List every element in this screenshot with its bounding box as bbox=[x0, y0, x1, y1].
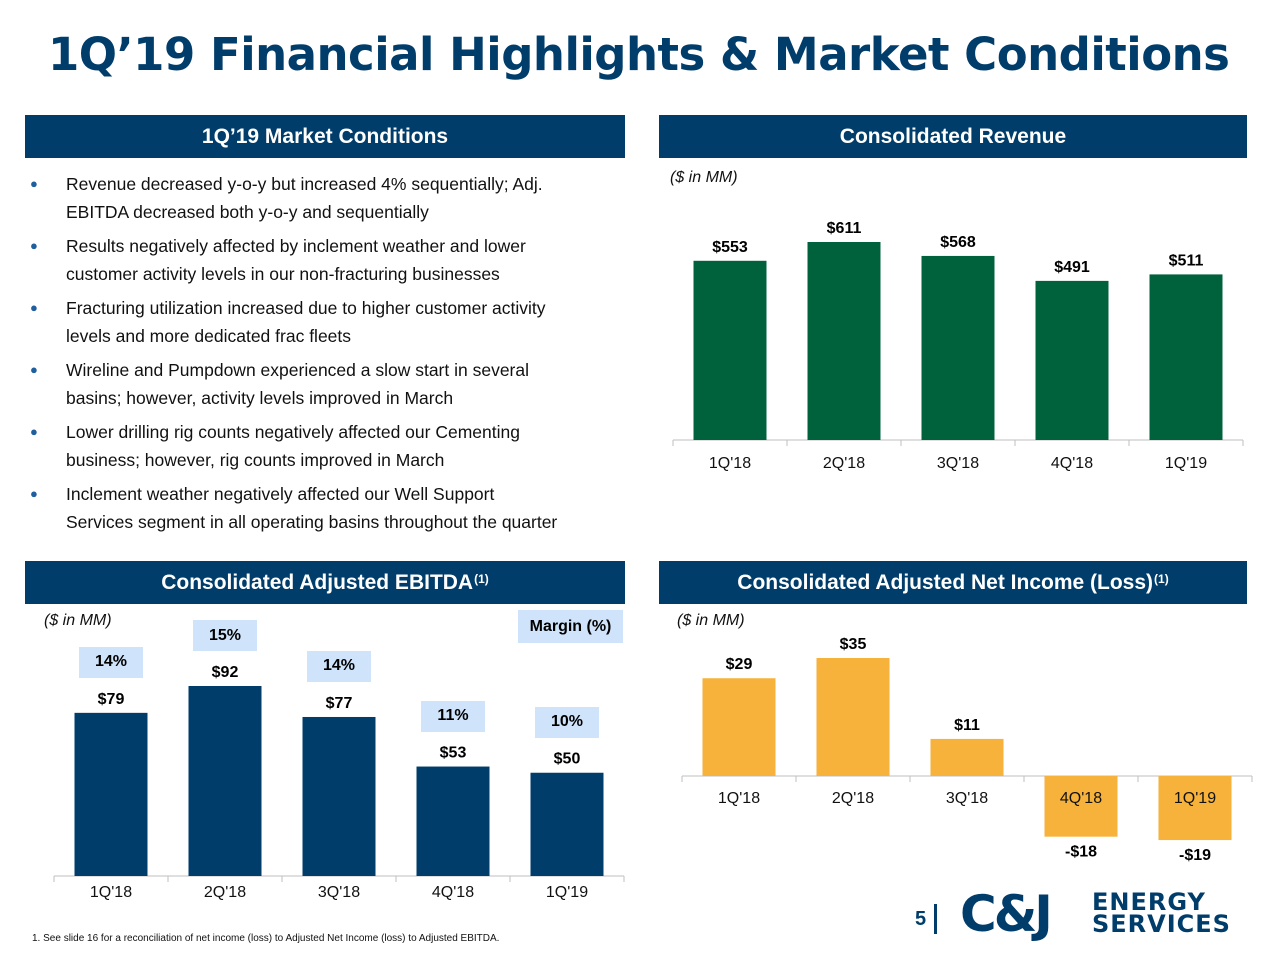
market-condition-line: Inclement weather negatively affected ou… bbox=[66, 484, 495, 504]
x-tick-label: 4Q'18 bbox=[432, 884, 474, 901]
x-tick-label: 1Q'18 bbox=[90, 884, 132, 901]
x-tick-label: 1Q'18 bbox=[718, 790, 760, 807]
bar bbox=[1158, 776, 1232, 841]
net-income-unit: ($ in MM) bbox=[677, 612, 745, 629]
bar-value-label: $92 bbox=[212, 664, 239, 681]
bar bbox=[530, 772, 604, 876]
market-condition-line: EBITDA decreased both y-o-y and sequenti… bbox=[66, 202, 429, 222]
x-tick-label: 2Q'18 bbox=[204, 884, 246, 901]
company-logo-line1: ENERGY bbox=[1092, 888, 1206, 916]
x-tick-label: 3Q'18 bbox=[937, 455, 979, 472]
footnote: 1. See slide 16 for a reconciliation of … bbox=[32, 933, 500, 944]
bar-value-label: $53 bbox=[440, 745, 467, 762]
revenue-header: Consolidated Revenue bbox=[659, 115, 1247, 158]
bar-value-label: $568 bbox=[940, 234, 976, 251]
bar-value-label: -$18 bbox=[1065, 844, 1097, 861]
bar-value-label: $35 bbox=[840, 636, 867, 653]
bar bbox=[807, 242, 881, 440]
market-conditions-header: 1Q’19 Market Conditions bbox=[25, 115, 625, 158]
bar bbox=[1149, 274, 1223, 440]
x-tick-label: 1Q'19 bbox=[1174, 790, 1216, 807]
market-condition-line: Wireline and Pumpdown experienced a slow… bbox=[66, 360, 530, 380]
bar-value-label: $11 bbox=[954, 717, 980, 734]
company-logo-line2: SERVICES bbox=[1092, 910, 1231, 938]
page-title: 1Q’19 Financial Highlights & Market Cond… bbox=[48, 28, 1230, 81]
net-income-header-label: Consolidated Adjusted Net Income (Loss) bbox=[737, 570, 1154, 594]
bar bbox=[188, 686, 262, 876]
bar bbox=[74, 712, 148, 876]
bar bbox=[921, 255, 995, 440]
ebitda-header-footnote: (1) bbox=[474, 571, 489, 586]
bar bbox=[693, 260, 767, 440]
market-conditions-list: Revenue decreased y-o-y but increased 4%… bbox=[30, 170, 630, 542]
bar bbox=[930, 738, 1004, 776]
market-condition-item: Fracturing utilization increased due to … bbox=[30, 294, 630, 350]
x-tick-label: 1Q'19 bbox=[546, 884, 588, 901]
x-tick-label: 1Q'18 bbox=[709, 455, 751, 472]
ebitda-unit: ($ in MM) bbox=[44, 612, 112, 629]
market-condition-line: business; however, rig counts improved i… bbox=[66, 450, 445, 470]
revenue-unit: ($ in MM) bbox=[670, 169, 738, 186]
revenue-header-label: Consolidated Revenue bbox=[839, 124, 1067, 148]
ebitda-margin-badge: 14% bbox=[79, 646, 143, 678]
bar-value-label: $29 bbox=[726, 656, 753, 673]
company-logo-mark: C&J bbox=[960, 885, 1053, 943]
margin-legend: Margin (%) bbox=[518, 610, 623, 643]
bar-value-label: $50 bbox=[554, 751, 581, 768]
ebitda-header-label: Consolidated Adjusted EBITDA bbox=[161, 570, 474, 594]
ebitda-header: Consolidated Adjusted EBITDA (1) bbox=[25, 561, 625, 604]
bar-value-label: $491 bbox=[1054, 259, 1090, 276]
market-condition-item: Lower drilling rig counts negatively aff… bbox=[30, 418, 630, 474]
market-condition-item: Results negatively affected by inclement… bbox=[30, 232, 630, 288]
market-condition-item: Wireline and Pumpdown experienced a slow… bbox=[30, 356, 630, 412]
market-condition-item: Revenue decreased y-o-y but increased 4%… bbox=[30, 170, 630, 226]
x-tick-label: 1Q'19 bbox=[1165, 455, 1207, 472]
market-condition-line: customer activity levels in our non-frac… bbox=[66, 264, 500, 284]
market-condition-line: Lower drilling rig counts negatively aff… bbox=[66, 422, 520, 442]
market-condition-line: Revenue decreased y-o-y but increased 4%… bbox=[66, 174, 543, 194]
net-income-header-footnote: (1) bbox=[1154, 571, 1169, 586]
market-condition-line: levels and more dedicated frac fleets bbox=[66, 326, 352, 346]
bar-value-label: $511 bbox=[1169, 252, 1204, 269]
bar-value-label: $611 bbox=[827, 220, 862, 237]
x-tick-label: 3Q'18 bbox=[318, 884, 360, 901]
ebitda-margin-badge: 14% bbox=[307, 650, 371, 682]
x-tick-label: 4Q'18 bbox=[1060, 790, 1102, 807]
bar bbox=[1044, 776, 1118, 837]
page-number: 5 bbox=[915, 908, 927, 930]
bar-value-label: $553 bbox=[712, 239, 748, 256]
ebitda-margin-badge: 15% bbox=[193, 620, 257, 651]
market-condition-line: basins; however, activity levels improve… bbox=[66, 388, 454, 408]
x-tick-label: 2Q'18 bbox=[832, 790, 874, 807]
x-tick-label: 4Q'18 bbox=[1051, 455, 1093, 472]
bar bbox=[302, 716, 376, 876]
market-condition-line: Results negatively affected by inclement… bbox=[66, 236, 526, 256]
bar-value-label: -$19 bbox=[1179, 847, 1211, 864]
bar bbox=[416, 766, 490, 876]
market-condition-item: Inclement weather negatively affected ou… bbox=[30, 480, 630, 536]
x-tick-label: 3Q'18 bbox=[946, 790, 988, 807]
bar-value-label: $77 bbox=[326, 695, 353, 712]
ebitda-margin-badge: 10% bbox=[535, 706, 599, 738]
page-number-divider bbox=[934, 904, 937, 934]
bar bbox=[702, 678, 776, 776]
bar-value-label: $79 bbox=[98, 691, 125, 708]
bar bbox=[1035, 280, 1109, 440]
ebitda-margin-badge: 11% bbox=[421, 700, 485, 732]
market-conditions-header-label: 1Q’19 Market Conditions bbox=[201, 124, 449, 148]
bar bbox=[816, 658, 890, 776]
market-condition-line: Services segment in all operating basins… bbox=[66, 512, 558, 532]
market-condition-line: Fracturing utilization increased due to … bbox=[66, 298, 546, 318]
x-tick-label: 2Q'18 bbox=[823, 455, 865, 472]
net-income-header: Consolidated Adjusted Net Income (Loss)(… bbox=[659, 561, 1247, 604]
